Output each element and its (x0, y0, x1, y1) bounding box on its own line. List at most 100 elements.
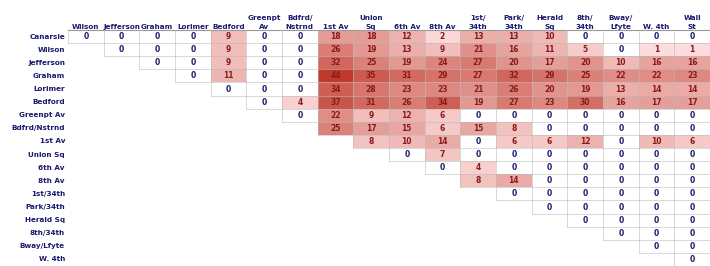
Text: 19: 19 (366, 45, 376, 54)
Bar (282, 95, 317, 109)
Text: 13: 13 (616, 85, 626, 94)
Text: 9: 9 (440, 45, 445, 54)
Text: Sq: Sq (366, 24, 376, 30)
Text: 20: 20 (580, 58, 591, 67)
Text: 34th: 34th (469, 24, 488, 30)
Bar (603, 82, 639, 95)
Text: 23: 23 (545, 98, 555, 107)
Text: 6: 6 (547, 137, 552, 146)
Text: 31: 31 (366, 98, 376, 107)
Bar (389, 56, 425, 69)
Bar (211, 43, 246, 56)
Text: 22: 22 (651, 71, 662, 80)
Text: 16: 16 (651, 58, 662, 67)
Text: 32: 32 (508, 71, 519, 80)
Text: 2: 2 (440, 32, 445, 41)
Text: Bway/: Bway/ (608, 15, 633, 21)
Bar (389, 30, 425, 43)
Text: 0: 0 (582, 202, 588, 211)
Text: W. 4th: W. 4th (38, 256, 65, 263)
Bar (460, 82, 496, 95)
Text: 14: 14 (437, 137, 448, 146)
Text: 25: 25 (580, 71, 590, 80)
Bar (674, 43, 710, 56)
Bar (354, 135, 389, 148)
Text: 25: 25 (330, 124, 341, 133)
Text: 0: 0 (654, 32, 659, 41)
Text: 8th Av: 8th Av (430, 24, 456, 30)
Text: 0: 0 (582, 216, 588, 225)
Text: 35: 35 (366, 71, 376, 80)
Text: Wilson: Wilson (38, 47, 65, 53)
Text: 9: 9 (226, 58, 231, 67)
Text: 5: 5 (583, 45, 588, 54)
Bar (317, 95, 354, 109)
Text: 27: 27 (473, 58, 484, 67)
Bar (354, 56, 389, 69)
Text: 0: 0 (654, 229, 659, 238)
Text: 0: 0 (689, 111, 695, 120)
Text: 34: 34 (330, 85, 341, 94)
Bar (532, 95, 567, 109)
Text: Lorimer: Lorimer (177, 24, 209, 30)
Text: Bdfrd/Nstrnd: Bdfrd/Nstrnd (11, 125, 65, 131)
Text: 17: 17 (651, 98, 662, 107)
Bar (425, 43, 460, 56)
Text: 0: 0 (261, 71, 267, 80)
Text: 0: 0 (654, 150, 659, 159)
Bar (532, 43, 567, 56)
Text: Graham: Graham (141, 24, 173, 30)
Bar (496, 30, 532, 43)
Text: 32: 32 (330, 58, 341, 67)
Text: 0: 0 (547, 202, 552, 211)
Text: 0: 0 (689, 124, 695, 133)
Text: 0: 0 (689, 163, 695, 172)
Text: 1st/34th: 1st/34th (31, 191, 65, 197)
Text: Greenpt Av: Greenpt Av (19, 112, 65, 118)
Text: 0: 0 (83, 32, 89, 41)
Text: 0: 0 (297, 58, 302, 67)
Text: 23: 23 (687, 71, 697, 80)
Text: 4: 4 (476, 163, 481, 172)
Text: 12: 12 (402, 32, 412, 41)
Text: 13: 13 (402, 45, 412, 54)
Bar (354, 82, 389, 95)
Bar (389, 135, 425, 148)
Text: Jefferson: Jefferson (103, 24, 140, 30)
Text: 0: 0 (618, 202, 623, 211)
Bar (567, 82, 603, 95)
Bar (317, 56, 354, 69)
Text: 16: 16 (616, 98, 626, 107)
Bar (460, 30, 496, 43)
Text: 0: 0 (226, 85, 231, 94)
Text: 0: 0 (297, 45, 302, 54)
Text: 0: 0 (654, 216, 659, 225)
Text: 0: 0 (476, 111, 481, 120)
Bar (674, 56, 710, 69)
Text: 0: 0 (511, 150, 516, 159)
Text: 8: 8 (511, 124, 516, 133)
Text: 0: 0 (261, 32, 267, 41)
Text: 8th/34th: 8th/34th (30, 230, 65, 236)
Text: 6th Av: 6th Av (38, 165, 65, 171)
Bar (567, 135, 603, 148)
Text: 30: 30 (580, 98, 591, 107)
Text: 0: 0 (618, 137, 623, 146)
Text: Wall: Wall (683, 15, 701, 21)
Bar (425, 109, 460, 122)
Text: Bway/Lfyte: Bway/Lfyte (20, 243, 65, 249)
Text: Park/: Park/ (503, 15, 524, 21)
Bar (389, 122, 425, 135)
Bar (425, 69, 460, 82)
Text: 0: 0 (689, 255, 695, 264)
Bar (354, 122, 389, 135)
Text: 0: 0 (190, 45, 195, 54)
Text: 17: 17 (544, 58, 555, 67)
Text: Jefferson: Jefferson (28, 60, 65, 66)
Text: St: St (688, 24, 697, 30)
Bar (460, 122, 496, 135)
Text: 29: 29 (545, 71, 555, 80)
Text: 37: 37 (330, 98, 341, 107)
Text: 0: 0 (654, 189, 659, 198)
Text: 0: 0 (654, 202, 659, 211)
